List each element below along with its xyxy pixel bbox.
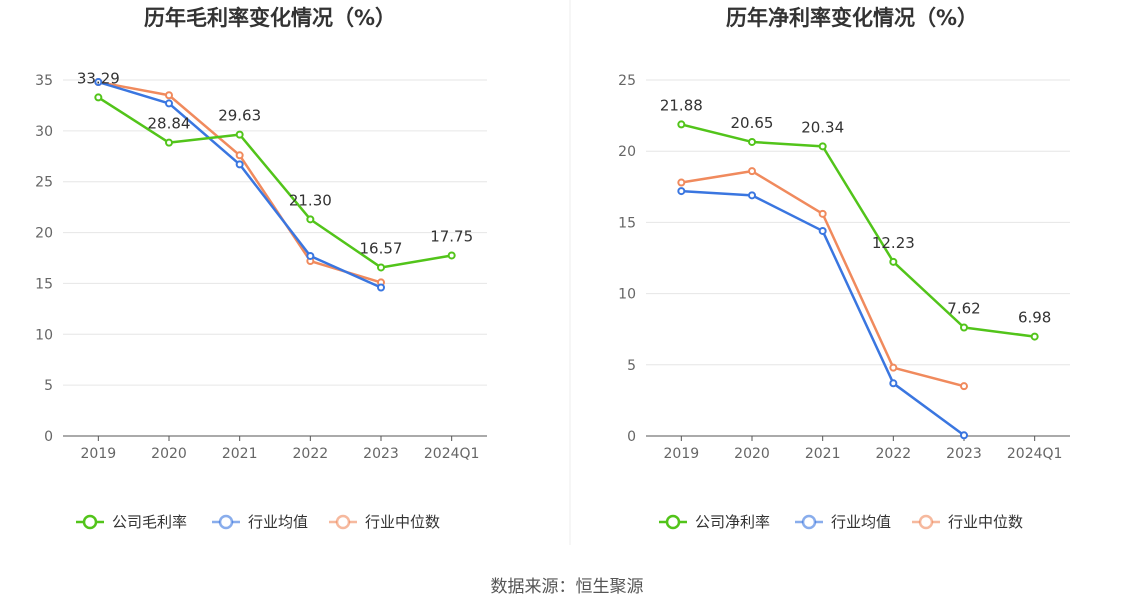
data-label: 28.84 xyxy=(148,115,191,133)
data-point[interactable] xyxy=(748,137,756,146)
data-label: 17.75 xyxy=(430,227,473,245)
data-point[interactable] xyxy=(94,78,103,87)
y-tick-label: 30 xyxy=(35,124,53,140)
series-line xyxy=(681,169,965,388)
data-point[interactable] xyxy=(377,283,385,292)
net-margin-chart: 历年净利率变化情况（%） 0 5 10 15 20 25 2019 2020 2021 2022 20… xyxy=(618,6,1070,531)
data-point[interactable] xyxy=(165,138,173,147)
legend-item[interactable]: 行业均值 xyxy=(795,513,891,531)
legend-item[interactable]: 行业中位数 xyxy=(912,513,1023,531)
series-line xyxy=(681,123,1035,338)
data-point[interactable] xyxy=(889,379,898,388)
y-tick-label: 20 xyxy=(618,144,636,160)
x-tick-label: 2019 xyxy=(81,446,117,462)
data-label: 7.62 xyxy=(947,299,980,317)
legend-item[interactable]: 公司净利率 xyxy=(659,513,770,531)
data-point[interactable] xyxy=(447,251,456,260)
legend-swatch-marker xyxy=(82,514,98,530)
data-point[interactable] xyxy=(677,187,686,196)
legend-swatch-marker xyxy=(801,514,817,530)
data-label: 12.23 xyxy=(872,234,915,252)
y-tick-label: 0 xyxy=(44,429,53,445)
x-tick-label: 2019 xyxy=(664,446,700,462)
data-label: 21.88 xyxy=(660,96,703,114)
y-tick-label: 25 xyxy=(35,175,53,191)
data-point[interactable] xyxy=(889,257,898,266)
data-point[interactable] xyxy=(1030,332,1039,341)
x-tick-label: 2023 xyxy=(946,446,982,462)
x-tick-label: 2022 xyxy=(876,446,912,462)
legend-swatch-marker xyxy=(665,514,681,530)
legend-item[interactable]: 行业均值 xyxy=(212,513,308,531)
x-tick-label: 2023 xyxy=(363,446,399,462)
y-tick-label: 5 xyxy=(44,378,53,394)
data-label: 16.57 xyxy=(360,239,403,257)
x-tick-label: 2021 xyxy=(805,446,841,462)
x-tick-label: 2021 xyxy=(222,446,258,462)
data-point[interactable] xyxy=(165,91,173,100)
y-tick-label: 15 xyxy=(35,276,53,292)
data-point[interactable] xyxy=(377,263,385,272)
gross-margin-chart: 历年毛利率变化情况（%） 0 5 10 15 20 25 30 35 2019 2020 2021 20… xyxy=(35,6,487,531)
y-tick-label: 25 xyxy=(618,73,636,89)
chart-title: 历年净利率变化情况（%） xyxy=(726,6,978,30)
data-point[interactable] xyxy=(889,363,898,372)
data-point[interactable] xyxy=(235,160,244,169)
data-point[interactable] xyxy=(306,251,315,260)
legend-label: 行业中位数 xyxy=(365,513,440,531)
series-line xyxy=(97,96,452,269)
data-point[interactable] xyxy=(960,323,968,332)
legend-item[interactable]: 行业中位数 xyxy=(329,513,440,531)
x-tick-label: 2024Q1 xyxy=(1007,446,1063,462)
x-tick-label: 2024Q1 xyxy=(424,446,480,462)
y-tick-label: 5 xyxy=(627,358,636,374)
legend-label: 行业均值 xyxy=(831,513,891,531)
data-point[interactable] xyxy=(235,151,244,160)
data-point[interactable] xyxy=(960,382,968,391)
data-point[interactable] xyxy=(306,215,315,224)
x-tick-label: 2020 xyxy=(151,446,187,462)
data-label: 20.65 xyxy=(731,114,774,132)
data-label: 6.98 xyxy=(1018,309,1051,327)
data-label: 21.30 xyxy=(289,191,332,209)
y-tick-label: 20 xyxy=(35,226,53,242)
chart-title: 历年毛利率变化情况（%） xyxy=(144,6,396,30)
data-point[interactable] xyxy=(748,191,756,200)
data-point[interactable] xyxy=(748,167,756,176)
data-point[interactable] xyxy=(818,226,827,235)
legend-label: 公司毛利率 xyxy=(112,513,187,531)
data-label: 33.29 xyxy=(77,69,120,87)
data-point[interactable] xyxy=(818,209,827,218)
x-tick-label: 2020 xyxy=(734,446,770,462)
y-tick-label: 10 xyxy=(35,327,53,343)
legend-label: 行业均值 xyxy=(248,513,308,531)
x-tick-label: 2022 xyxy=(293,446,329,462)
data-point[interactable] xyxy=(235,130,244,139)
legend-label: 公司净利率 xyxy=(695,513,770,531)
legend-swatch-marker xyxy=(918,514,934,530)
y-tick-label: 35 xyxy=(35,73,53,89)
data-label: 20.34 xyxy=(801,118,844,136)
y-tick-label: 0 xyxy=(627,429,636,445)
y-tick-label: 15 xyxy=(618,215,636,231)
data-point[interactable] xyxy=(94,93,103,102)
data-label: 29.63 xyxy=(218,107,261,125)
legend-label: 行业中位数 xyxy=(948,513,1023,531)
data-point[interactable] xyxy=(677,178,686,187)
data-point[interactable] xyxy=(818,142,827,151)
source-note: 数据来源：恒生聚源 xyxy=(491,577,644,597)
data-point[interactable] xyxy=(960,431,968,440)
legend-swatch-marker xyxy=(335,514,351,530)
y-tick-label: 10 xyxy=(618,287,636,303)
data-point[interactable] xyxy=(677,120,686,129)
legend-swatch-marker xyxy=(218,514,234,530)
legend-item[interactable]: 公司毛利率 xyxy=(76,513,187,531)
data-point[interactable] xyxy=(165,99,173,108)
